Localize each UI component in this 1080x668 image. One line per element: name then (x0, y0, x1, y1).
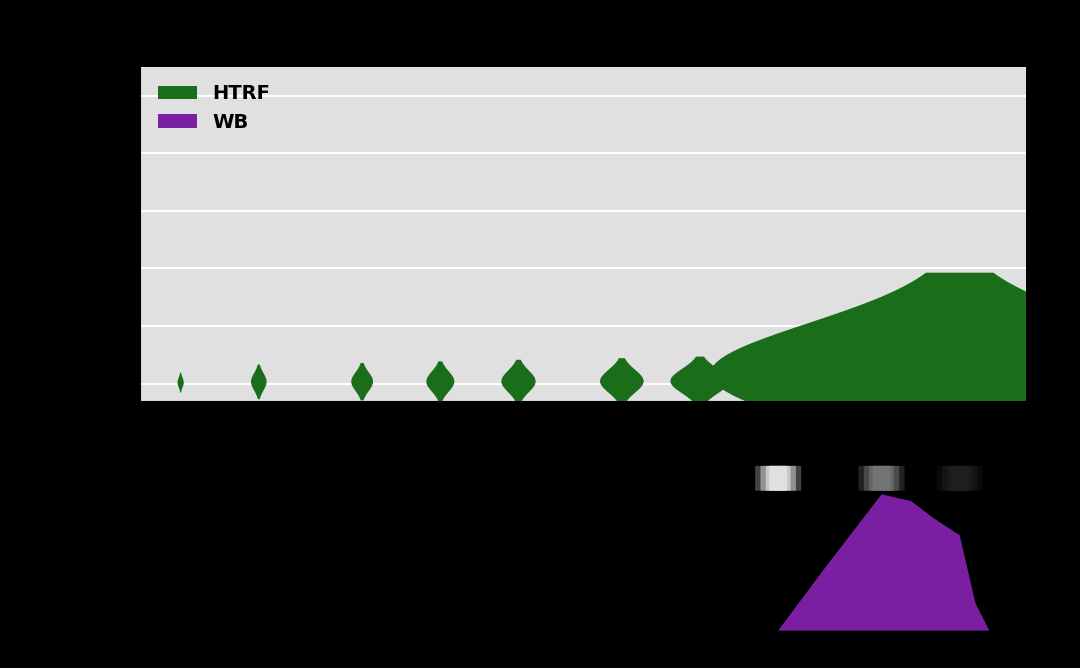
Text: Comparison between HTRF and WB sensitivity on
Androgen receptor variant 7 ARV7: Comparison between HTRF and WB sensitivi… (334, 0, 833, 33)
Polygon shape (600, 358, 644, 404)
FancyBboxPatch shape (869, 466, 894, 491)
Polygon shape (177, 373, 184, 393)
Polygon shape (772, 333, 990, 425)
Polygon shape (735, 352, 821, 409)
Polygon shape (779, 494, 989, 631)
Polygon shape (711, 273, 1080, 474)
FancyBboxPatch shape (755, 466, 801, 491)
FancyBboxPatch shape (864, 466, 900, 491)
Y-axis label: HTRF ratio (665nm/620nm): HTRF ratio (665nm/620nm) (98, 129, 113, 339)
FancyBboxPatch shape (766, 466, 791, 491)
FancyBboxPatch shape (769, 466, 787, 491)
FancyBboxPatch shape (859, 466, 905, 491)
Polygon shape (671, 357, 730, 405)
Polygon shape (427, 361, 455, 401)
Polygon shape (742, 289, 1080, 462)
Polygon shape (251, 365, 267, 399)
FancyBboxPatch shape (947, 466, 972, 491)
FancyBboxPatch shape (942, 466, 977, 491)
Polygon shape (351, 363, 373, 400)
Polygon shape (772, 377, 784, 389)
Polygon shape (839, 355, 924, 407)
FancyBboxPatch shape (760, 466, 796, 491)
FancyBboxPatch shape (936, 466, 983, 491)
Legend: HTRF, WB: HTRF, WB (150, 77, 278, 140)
X-axis label: Number of cells: Number of cells (503, 433, 663, 451)
FancyBboxPatch shape (873, 466, 890, 491)
FancyBboxPatch shape (950, 466, 969, 491)
Polygon shape (501, 360, 536, 403)
